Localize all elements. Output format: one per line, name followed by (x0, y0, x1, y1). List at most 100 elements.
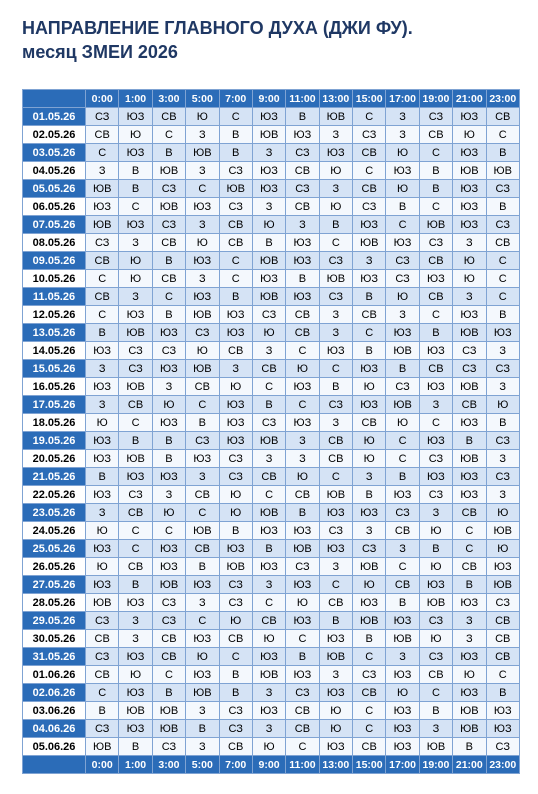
direction-cell: СВ (251, 611, 287, 630)
direction-cell: ЮВ (151, 719, 187, 738)
direction-cell: СВ (485, 233, 520, 252)
direction-cell: СВ (118, 557, 153, 576)
direction-cell: ЮВ (251, 503, 287, 522)
direction-cell: ЮЗ (385, 611, 420, 630)
direction-cell: ЮЗ (285, 251, 320, 270)
direction-cell: ЮВ (251, 125, 287, 144)
direction-cell: ЮЗ (185, 629, 220, 648)
direction-cell: СВ (218, 341, 253, 360)
direction-cell: СЗ (452, 359, 487, 378)
direction-cell: ЮЗ (151, 413, 187, 432)
direction-cell: ЮЗ (418, 431, 454, 450)
date-cell: 23.05.26 (22, 503, 86, 522)
direction-cell: С (418, 413, 454, 432)
direction-cell: В (318, 611, 354, 630)
direction-cell: СВ (485, 611, 520, 630)
direction-cell: В (84, 323, 120, 342)
direction-cell: ЮЗ (84, 197, 120, 216)
direction-cell: С (251, 593, 287, 612)
direction-cell: ЮЗ (351, 359, 387, 378)
direction-cell: ЮЗ (218, 539, 253, 558)
direction-cell: Ю (151, 503, 187, 522)
direction-cell: В (418, 161, 454, 180)
direction-cell: СВ (285, 161, 320, 180)
direction-cell: С (485, 125, 520, 144)
direction-cell: СЗ (185, 323, 220, 342)
direction-cell: ЮЗ (251, 701, 287, 720)
table-row: 01.06.26 СВ Ю С ЮЗ В ЮВ ЮЗ З СЗ ЮЗ СВ Ю С (22, 665, 520, 684)
direction-cell: СЗ (218, 593, 253, 612)
table-row: 13.05.26 В ЮВ ЮЗ СЗ ЮЗ Ю СВ З С ЮЗ В ЮВ ЮЗ (22, 323, 520, 342)
direction-cell: ЮВ (418, 737, 454, 756)
direction-cell: СЗ (285, 683, 320, 702)
direction-cell: СЗ (285, 143, 320, 162)
table-row: 04.06.26 СЗ ЮЗ ЮВ В СЗ З СВ Ю С ЮЗ З ЮВ ЮЗ (22, 719, 520, 738)
direction-cell: ЮВ (385, 341, 420, 360)
direction-cell: СЗ (251, 305, 287, 324)
time-header: 11:00 (285, 89, 320, 108)
direction-cell: СЗ (84, 107, 120, 126)
direction-cell: С (285, 395, 320, 414)
time-header: 7:00 (218, 755, 253, 774)
direction-cell: ЮЗ (251, 179, 287, 198)
direction-cell: СЗ (418, 449, 454, 468)
direction-cell: СВ (351, 683, 387, 702)
direction-cell: З (318, 413, 354, 432)
direction-cell: Ю (251, 323, 287, 342)
direction-cell: СВ (218, 215, 253, 234)
direction-cell: СВ (351, 413, 387, 432)
table-row: 08.05.26 СЗ З СВ Ю СВ В ЮЗ С ЮВ ЮЗ СЗ З СВ (22, 233, 520, 252)
direction-cell: С (351, 647, 387, 666)
direction-cell: СЗ (351, 665, 387, 684)
direction-cell: СЗ (485, 431, 520, 450)
direction-cell: СЗ (485, 359, 520, 378)
direction-cell: ЮЗ (84, 377, 120, 396)
table-row: 26.05.26 Ю СВ ЮЗ В ЮВ ЮЗ СЗ З ЮВ С Ю СВ ЮЗ (22, 557, 520, 576)
direction-cell: С (118, 539, 153, 558)
table-row: 05.05.26 ЮВ В СЗ С ЮВ ЮЗ СЗ З СВ Ю В ЮЗ СЗ (22, 179, 520, 198)
direction-cell: С (485, 665, 520, 684)
direction-cell: З (418, 395, 454, 414)
date-cell: 25.05.26 (22, 539, 86, 558)
time-header: 17:00 (385, 755, 420, 774)
direction-cell: В (452, 431, 487, 450)
direction-cell: С (218, 107, 253, 126)
direction-cell: ЮЗ (251, 557, 287, 576)
time-header: 11:00 (285, 755, 320, 774)
direction-cell: СЗ (418, 485, 454, 504)
direction-cell: ЮВ (452, 377, 487, 396)
direction-cell: З (251, 449, 287, 468)
direction-cell: ЮВ (185, 143, 220, 162)
direction-cell: ЮЗ (151, 467, 187, 486)
direction-cell: ЮВ (218, 179, 253, 198)
direction-cell: СВ (418, 287, 454, 306)
direction-cell: СВ (151, 647, 187, 666)
time-header: 21:00 (452, 755, 487, 774)
header-row: 0:00 1:00 3:00 5:00 7:00 9:00 11:00 13:00 15:00 1… (22, 755, 520, 774)
date-cell: 08.05.26 (22, 233, 86, 252)
direction-cell: Ю (218, 611, 253, 630)
direction-cell: СВ (84, 629, 120, 648)
table-row: 07.05.26 ЮВ ЮЗ СЗ З СВ Ю З В ЮЗ С ЮВ ЮЗ СЗ (22, 215, 520, 234)
table-row: 04.05.26 З В ЮВ З СЗ ЮЗ СВ Ю С ЮЗ В ЮВ ЮВ (22, 161, 520, 180)
direction-cell: В (285, 107, 320, 126)
direction-cell: ЮВ (151, 701, 187, 720)
direction-cell: ЮВ (385, 629, 420, 648)
direction-cell: ЮВ (151, 575, 187, 594)
date-cell: 14.05.26 (22, 341, 86, 360)
direction-cell: СВ (285, 701, 320, 720)
direction-cell: Ю (351, 431, 387, 450)
direction-cell: СЗ (151, 215, 187, 234)
corner-cell (22, 89, 86, 108)
direction-cell: СВ (185, 539, 220, 558)
direction-cell: С (318, 575, 354, 594)
date-cell: 26.05.26 (22, 557, 86, 576)
table-row: 15.05.26 З СЗ ЮЗ ЮВ З СВ Ю С ЮЗ В СВ СЗ СЗ (22, 359, 520, 378)
direction-cell: ЮВ (118, 377, 153, 396)
direction-cell: ЮЗ (318, 629, 354, 648)
direction-cell: Ю (385, 413, 420, 432)
direction-cell: СВ (318, 431, 354, 450)
direction-cell: Ю (385, 287, 420, 306)
direction-cell: СВ (118, 503, 153, 522)
direction-cell: ЮВ (485, 521, 520, 540)
